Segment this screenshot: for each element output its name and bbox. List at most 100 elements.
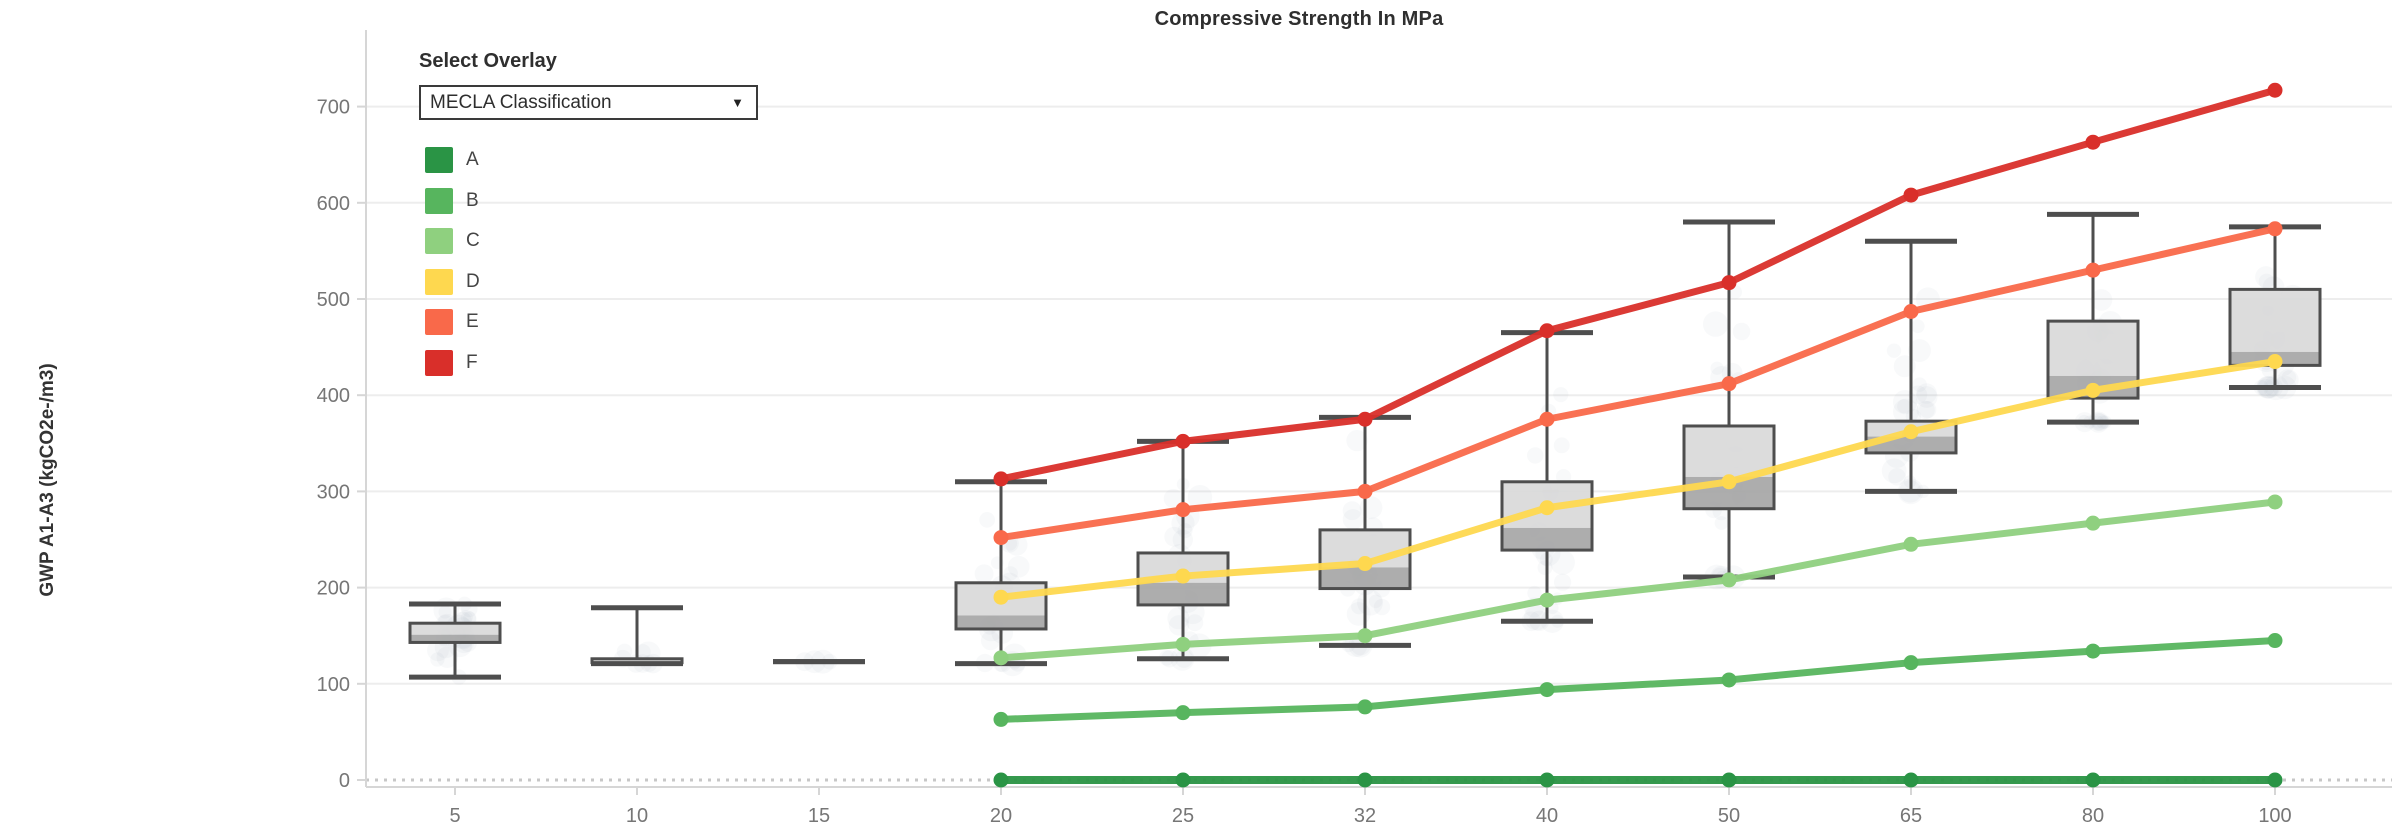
series-point-C-32[interactable] bbox=[1357, 628, 1373, 644]
legend-item-F[interactable]: F bbox=[425, 349, 480, 376]
series-point-A-100[interactable] bbox=[2267, 772, 2283, 788]
series-point-D-50[interactable] bbox=[1721, 474, 1737, 490]
detail-dot bbox=[1527, 585, 1542, 601]
detail-dot bbox=[1187, 484, 1213, 510]
series-point-A-20[interactable] bbox=[993, 772, 1009, 788]
detail-dot bbox=[1710, 361, 1724, 375]
series-point-B-50[interactable] bbox=[1721, 672, 1737, 688]
box-plot-20[interactable] bbox=[954, 479, 1048, 667]
series-point-C-40[interactable] bbox=[1539, 592, 1555, 608]
series-point-E-20[interactable] bbox=[993, 530, 1009, 546]
series-point-B-25[interactable] bbox=[1175, 705, 1191, 721]
legend-swatch-D bbox=[425, 268, 453, 295]
legend-label: F bbox=[466, 351, 478, 373]
legend-item-D[interactable]: D bbox=[425, 268, 480, 295]
box-plot-65[interactable] bbox=[1864, 238, 1958, 494]
series-point-F-80[interactable] bbox=[2085, 134, 2101, 150]
series-point-C-20[interactable] bbox=[993, 650, 1009, 666]
series-point-F-20[interactable] bbox=[993, 471, 1009, 487]
y-tick-label-100: 100 bbox=[317, 674, 350, 696]
series-line-E[interactable] bbox=[997, 225, 2279, 542]
legend-item-E[interactable]: E bbox=[425, 309, 480, 335]
series-point-C-100[interactable] bbox=[2267, 494, 2283, 510]
series-point-E-100[interactable] bbox=[2267, 221, 2283, 237]
box-plot-10[interactable] bbox=[590, 605, 684, 667]
legend-item-C[interactable]: C bbox=[425, 228, 480, 254]
series-point-E-80[interactable] bbox=[2085, 262, 2101, 278]
series-point-A-32[interactable] bbox=[1357, 772, 1373, 788]
x-tick-label-20: 20 bbox=[990, 805, 1012, 827]
legend-item-B[interactable]: B bbox=[425, 187, 480, 214]
detail-dot bbox=[1368, 594, 1383, 609]
series-point-C-80[interactable] bbox=[2085, 515, 2101, 531]
series-point-E-32[interactable] bbox=[1357, 483, 1373, 499]
series-point-A-80[interactable] bbox=[2085, 772, 2101, 788]
detail-dot bbox=[1714, 516, 1729, 530]
series-point-C-25[interactable] bbox=[1175, 636, 1191, 652]
detail-dot bbox=[634, 643, 651, 660]
series-point-F-25[interactable] bbox=[1175, 433, 1191, 449]
detail-dot bbox=[1351, 598, 1368, 615]
detail-dot bbox=[1342, 509, 1364, 530]
detail-dot bbox=[1916, 383, 1937, 404]
series-point-B-80[interactable] bbox=[2085, 643, 2101, 659]
series-point-D-40[interactable] bbox=[1539, 500, 1555, 516]
box-plot-25[interactable] bbox=[1136, 438, 1230, 662]
detail-dot bbox=[1373, 598, 1391, 616]
detail-dot bbox=[1186, 614, 1204, 632]
detail-dot bbox=[974, 564, 994, 584]
x-tick-label-32: 32 bbox=[1354, 805, 1376, 827]
detail-dot bbox=[1732, 322, 1751, 341]
series-line-B[interactable] bbox=[997, 637, 2279, 723]
legend-swatch-A bbox=[425, 147, 453, 173]
series-line-C[interactable] bbox=[997, 498, 2279, 662]
series-point-D-25[interactable] bbox=[1175, 568, 1191, 584]
series-point-B-65[interactable] bbox=[1903, 655, 1919, 671]
series-point-E-65[interactable] bbox=[1903, 304, 1919, 320]
series-point-A-65[interactable] bbox=[1903, 772, 1919, 788]
series-point-F-32[interactable] bbox=[1357, 411, 1373, 427]
detail-dot bbox=[1007, 555, 1030, 578]
detail-dot bbox=[2281, 370, 2297, 385]
series-point-F-50[interactable] bbox=[1721, 275, 1737, 291]
series-point-C-50[interactable] bbox=[1721, 572, 1737, 588]
series-point-F-40[interactable] bbox=[1539, 323, 1555, 339]
box-plot-5[interactable] bbox=[408, 601, 502, 680]
series-point-E-50[interactable] bbox=[1721, 376, 1737, 392]
overlay-label: Select Overlay bbox=[419, 50, 557, 72]
series-point-D-20[interactable] bbox=[993, 589, 1009, 605]
series-point-D-80[interactable] bbox=[2085, 382, 2101, 398]
detail-dot bbox=[1537, 560, 1553, 576]
series-point-D-32[interactable] bbox=[1357, 556, 1373, 572]
series-line-D[interactable] bbox=[997, 358, 2279, 601]
overlay-dropdown[interactable]: MECLA Classification ▼ bbox=[419, 85, 758, 120]
y-tick-label-700: 700 bbox=[317, 97, 350, 119]
y-tick-label-300: 300 bbox=[317, 481, 350, 503]
series-point-A-50[interactable] bbox=[1721, 772, 1737, 788]
series-point-B-100[interactable] bbox=[2267, 633, 2283, 649]
box-plot-32[interactable] bbox=[1318, 414, 1412, 648]
box-plot-40[interactable] bbox=[1500, 330, 1594, 624]
series-point-C-65[interactable] bbox=[1903, 536, 1919, 552]
x-tick-label-40: 40 bbox=[1536, 805, 1558, 827]
series-point-E-25[interactable] bbox=[1175, 502, 1191, 518]
series-point-B-40[interactable] bbox=[1539, 682, 1555, 698]
legend-item-A[interactable]: A bbox=[425, 147, 480, 173]
series-point-A-25[interactable] bbox=[1175, 772, 1191, 788]
detail-dot bbox=[1908, 339, 1931, 362]
legend-label: B bbox=[466, 189, 479, 211]
series-point-D-65[interactable] bbox=[1903, 424, 1919, 440]
detail-dot bbox=[1702, 311, 1729, 337]
series-point-B-32[interactable] bbox=[1357, 699, 1373, 715]
series-point-B-20[interactable] bbox=[993, 711, 1009, 727]
series-point-F-100[interactable] bbox=[2267, 82, 2283, 98]
series-point-A-40[interactable] bbox=[1539, 772, 1555, 788]
detail-dot bbox=[1003, 566, 1018, 581]
series-point-F-65[interactable] bbox=[1903, 187, 1919, 203]
series-line-F[interactable] bbox=[997, 86, 2279, 483]
series-point-D-100[interactable] bbox=[2267, 354, 2283, 370]
series-point-E-40[interactable] bbox=[1539, 411, 1555, 427]
detail-dot bbox=[1919, 401, 1937, 419]
detail-dot bbox=[1912, 377, 1927, 392]
